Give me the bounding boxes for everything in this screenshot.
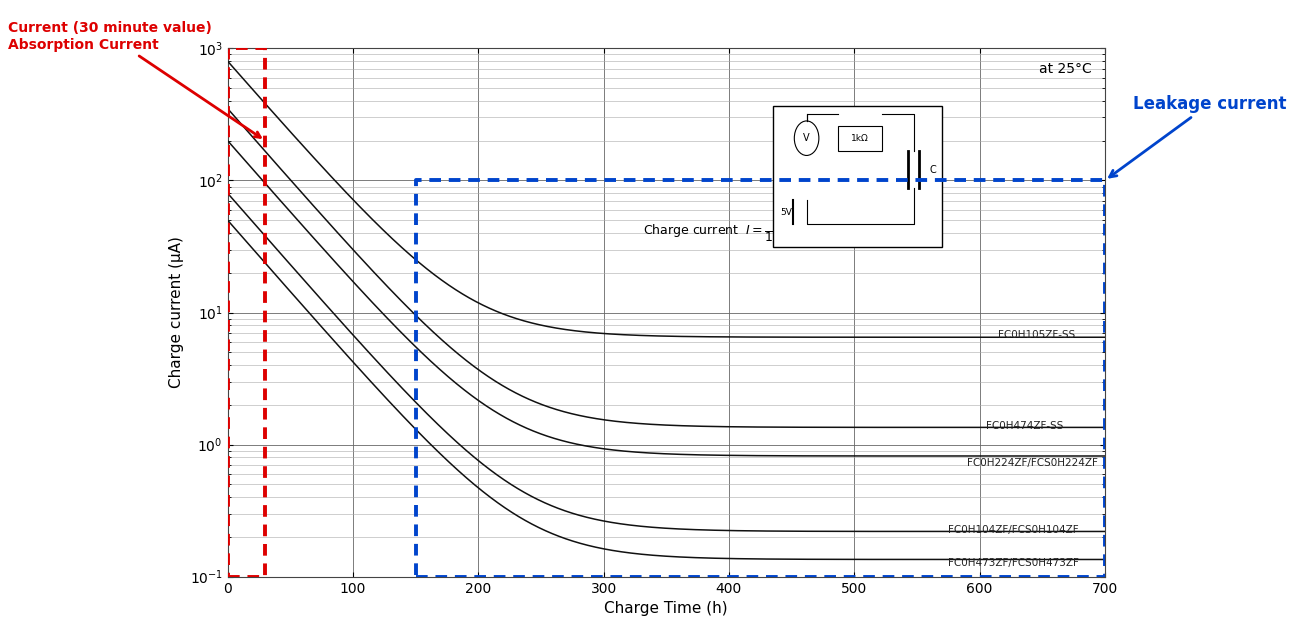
Text: FC0H474ZF-SS: FC0H474ZF-SS (985, 421, 1063, 431)
Text: Charge current  $I = \dfrac{V}{1000}$ (A): Charge current $I = \dfrac{V}{1000}$ (A) (644, 218, 822, 244)
Y-axis label: Charge current (μA): Charge current (μA) (169, 237, 185, 389)
Text: FC0H224ZF/FCS0H224ZF: FC0H224ZF/FCS0H224ZF (967, 459, 1098, 469)
Text: Current (30 minute value)
Absorption Current: Current (30 minute value) Absorption Cur… (8, 21, 260, 137)
Text: FC0H105ZF-SS: FC0H105ZF-SS (998, 329, 1075, 340)
Text: at 25°C: at 25°C (1039, 62, 1092, 76)
Text: FC0H473ZF/FCS0H473ZF: FC0H473ZF/FCS0H473ZF (948, 558, 1079, 568)
Text: Leakage current: Leakage current (1110, 95, 1286, 177)
Text: FC0H104ZF/FCS0H104ZF: FC0H104ZF/FCS0H104ZF (948, 525, 1079, 535)
X-axis label: Charge Time (h): Charge Time (h) (604, 601, 728, 616)
